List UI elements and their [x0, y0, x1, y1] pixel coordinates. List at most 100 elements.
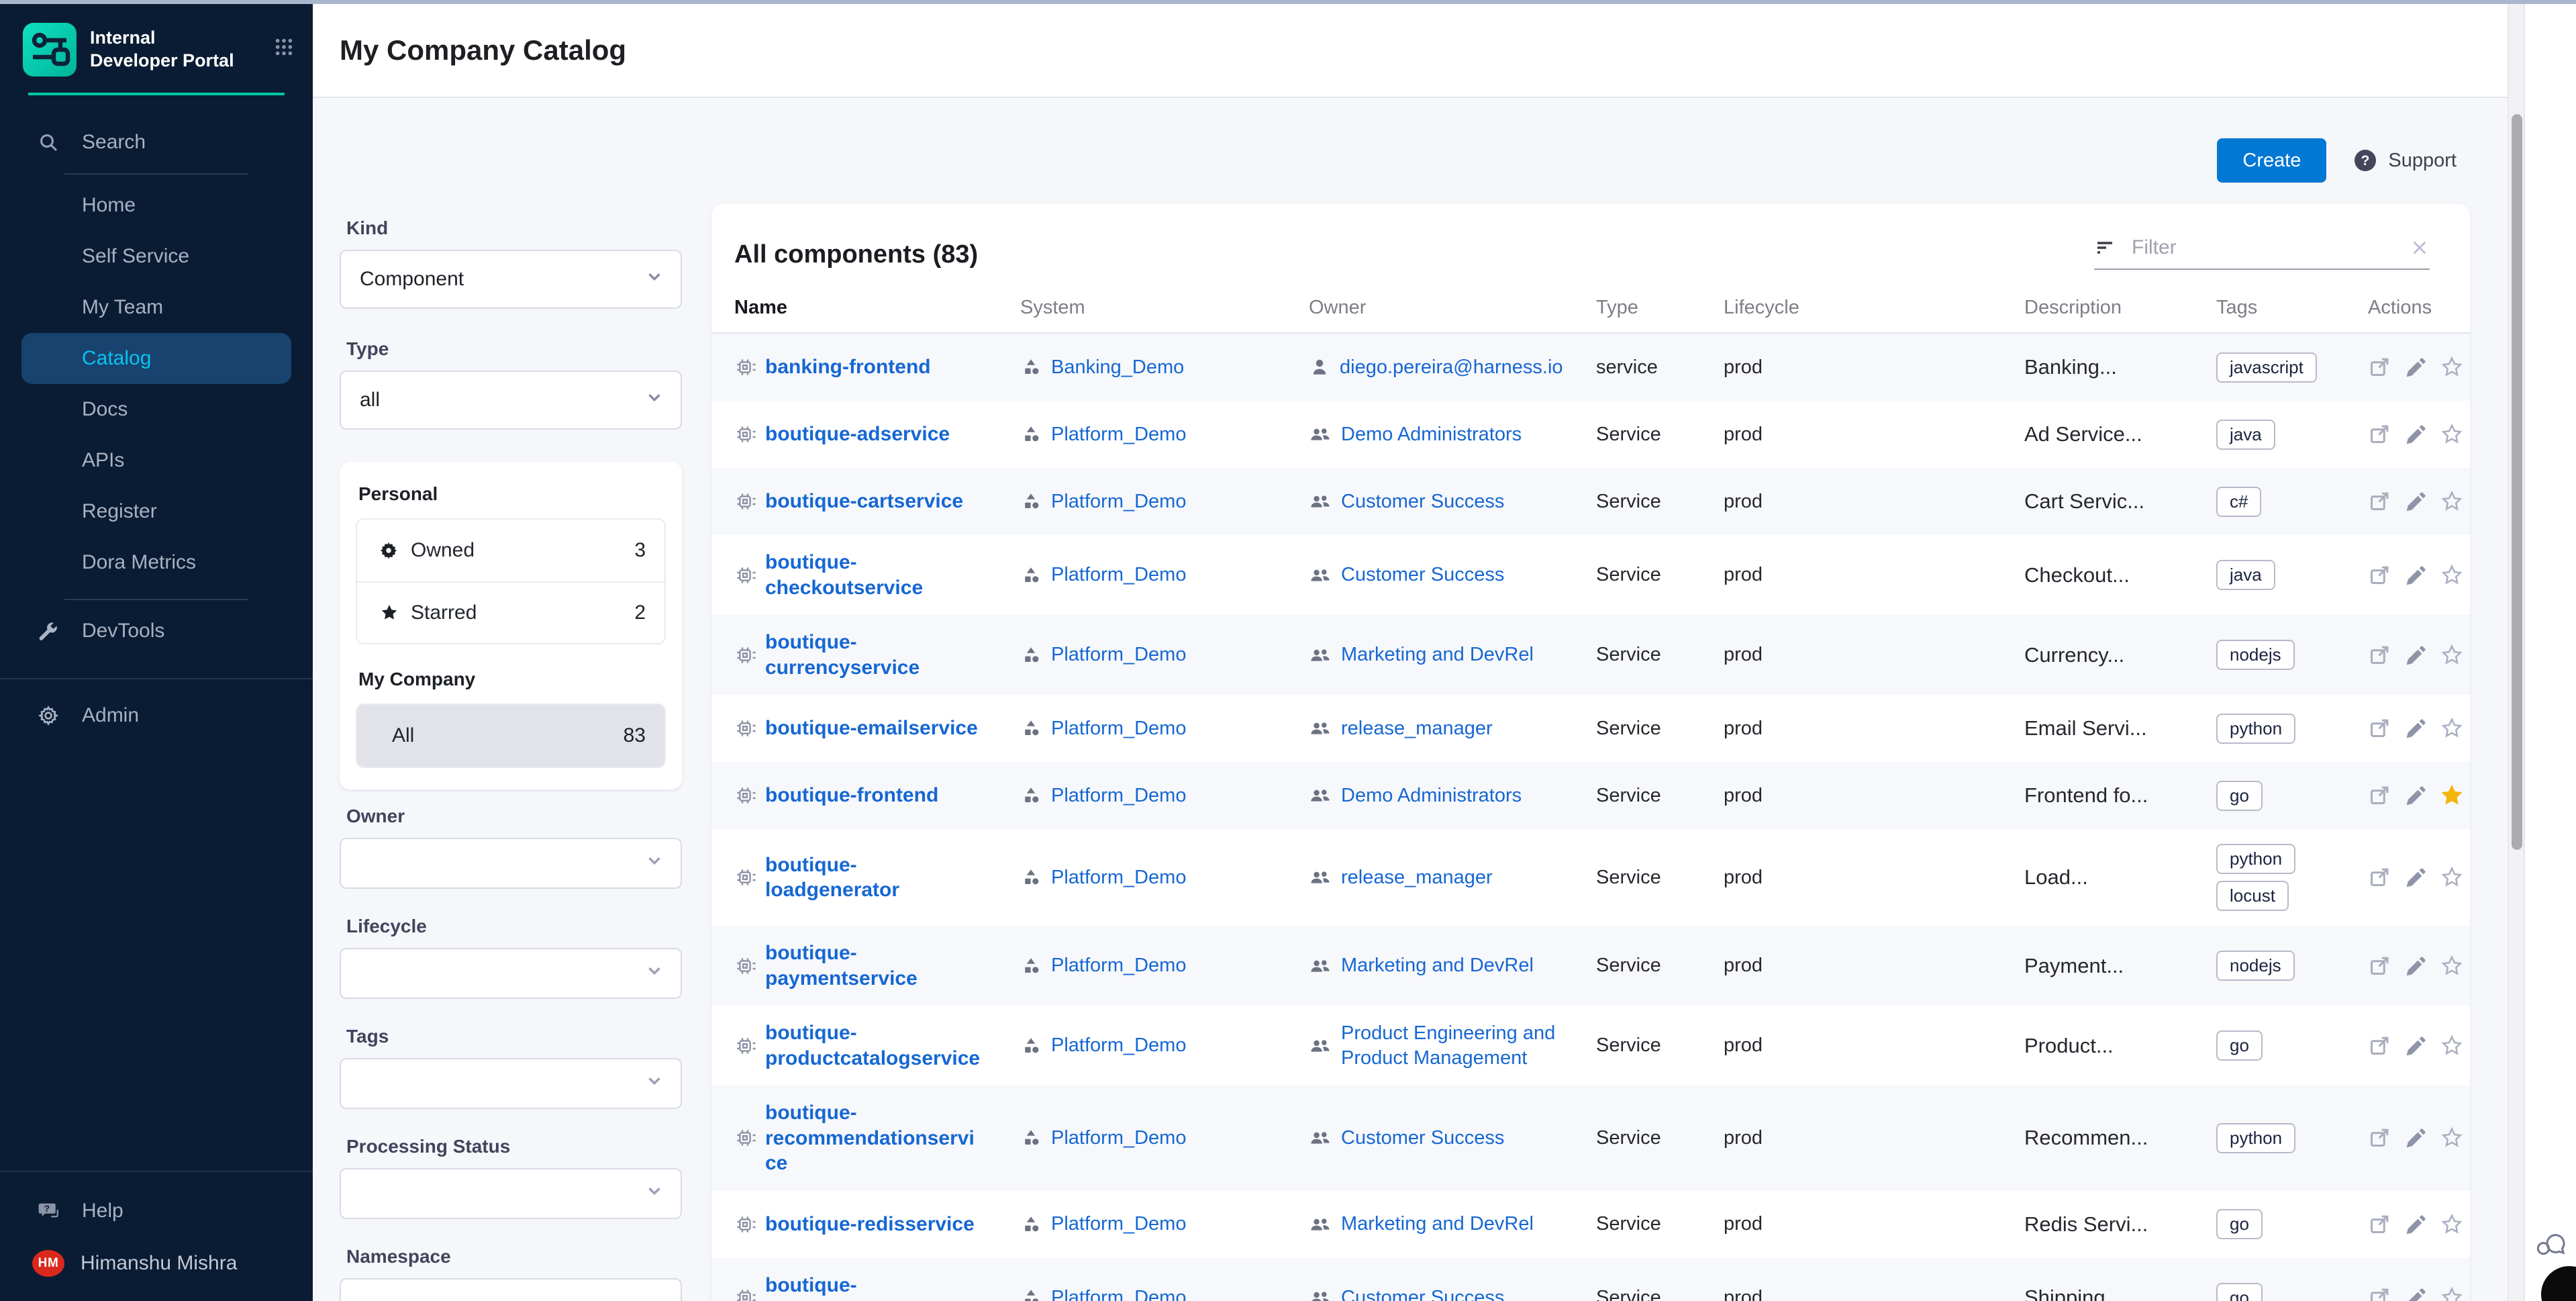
system-link[interactable]: Platform_Demo: [1051, 1286, 1187, 1301]
owner-link[interactable]: Marketing and DevRel: [1341, 1213, 1534, 1235]
table-row[interactable]: boutique-shippingservice Platform_Demo Cus…: [711, 1257, 2470, 1301]
star-icon[interactable]: [2439, 1285, 2465, 1301]
sidebar-item-dora-metrics[interactable]: Dora Metrics: [0, 537, 313, 588]
tags-select[interactable]: [340, 1058, 682, 1109]
table-row[interactable]: boutique-currencyservice Platform_Demo Mar…: [711, 615, 2470, 695]
owner-link[interactable]: Customer Success: [1341, 1127, 1505, 1149]
open-in-new-icon[interactable]: [2368, 564, 2391, 587]
table-row[interactable]: boutique-cartservice Platform_Demo Custome…: [711, 468, 2470, 535]
open-in-new-icon[interactable]: [2368, 955, 2391, 977]
system-link[interactable]: Platform_Demo: [1051, 1034, 1187, 1057]
owner-link[interactable]: Product Engineering and Product Manageme…: [1341, 1022, 1556, 1069]
open-in-new-icon[interactable]: [2368, 356, 2391, 379]
component-link[interactable]: boutique-adservice: [765, 423, 950, 446]
star-icon[interactable]: [2439, 563, 2465, 588]
edit-pencil-icon[interactable]: [2404, 1035, 2426, 1057]
sidebar-item-admin[interactable]: Admin: [0, 690, 313, 741]
owner-link[interactable]: Marketing and DevRel: [1341, 955, 1534, 977]
edit-pencil-icon[interactable]: [2404, 491, 2426, 512]
table-row[interactable]: boutique-adservice Platform_Demo Demo Admi…: [711, 401, 2470, 468]
owner-link[interactable]: release_manager: [1341, 717, 1493, 739]
sidebar-item-register[interactable]: Register: [0, 486, 313, 537]
edit-pencil-icon[interactable]: [2404, 644, 2426, 666]
owner-link[interactable]: Customer Success: [1341, 564, 1505, 586]
owned-filter[interactable]: Owned 3: [357, 520, 664, 581]
user-menu[interactable]: HM Himanshu Mishra: [0, 1250, 313, 1301]
system-link[interactable]: Platform_Demo: [1051, 1127, 1187, 1149]
open-in-new-icon[interactable]: [2368, 644, 2391, 667]
open-in-new-icon[interactable]: [2368, 717, 2391, 740]
edit-pencil-icon[interactable]: [2404, 718, 2426, 739]
star-icon[interactable]: [2439, 489, 2465, 514]
edit-pencil-icon[interactable]: [2404, 356, 2426, 378]
all-filter[interactable]: All 83: [357, 705, 664, 767]
open-in-new-icon[interactable]: [2368, 1034, 2391, 1057]
system-link[interactable]: Banking_Demo: [1051, 356, 1185, 378]
sidebar-item-home[interactable]: Home: [0, 180, 313, 231]
component-link[interactable]: boutique-redisservice: [765, 1212, 975, 1235]
column-header-name[interactable]: Name: [734, 297, 787, 318]
component-link[interactable]: boutique-paymentservice: [765, 942, 918, 990]
sidebar-item-devtools[interactable]: DevTools: [0, 606, 313, 657]
open-in-new-icon[interactable]: [2368, 1286, 2391, 1301]
owner-select[interactable]: [340, 838, 682, 889]
star-icon[interactable]: [2439, 716, 2465, 741]
table-row[interactable]: boutique-redisservice Platform_Demo Market…: [711, 1191, 2470, 1258]
component-link[interactable]: boutique-frontend: [765, 784, 939, 807]
star-icon[interactable]: [2439, 354, 2465, 380]
system-link[interactable]: Platform_Demo: [1051, 717, 1187, 739]
star-icon[interactable]: [2439, 1033, 2465, 1059]
system-link[interactable]: Platform_Demo: [1051, 423, 1187, 445]
lifecycle-select[interactable]: [340, 948, 682, 999]
edit-pencil-icon[interactable]: [2404, 1287, 2426, 1301]
component-link[interactable]: boutique-recommendationservice: [765, 1102, 975, 1174]
system-link[interactable]: Platform_Demo: [1051, 784, 1187, 806]
system-link[interactable]: Platform_Demo: [1051, 866, 1187, 888]
table-filter-field[interactable]: [2094, 236, 2430, 270]
kind-select[interactable]: Component: [340, 250, 682, 309]
owner-link[interactable]: Customer Success: [1341, 1286, 1505, 1301]
system-link[interactable]: Platform_Demo: [1051, 564, 1187, 586]
table-row[interactable]: boutique-loadgenerator Platform_Demo relea…: [711, 829, 2470, 926]
star-icon[interactable]: [2439, 642, 2465, 668]
sidebar-item-search[interactable]: Search: [0, 117, 313, 168]
star-icon[interactable]: [2439, 1125, 2465, 1151]
edit-pencil-icon[interactable]: [2404, 565, 2426, 586]
system-link[interactable]: Platform_Demo: [1051, 644, 1187, 666]
edit-pencil-icon[interactable]: [2404, 867, 2426, 888]
owner-link[interactable]: Demo Administrators: [1341, 784, 1522, 806]
sidebar-item-help[interactable]: ? Help: [0, 1186, 313, 1237]
star-icon[interactable]: [2439, 953, 2465, 979]
table-row[interactable]: banking-frontend Banking_Demo diego.pereir…: [711, 334, 2470, 401]
owner-link[interactable]: diego.pereira@harness.io: [1340, 356, 1563, 378]
edit-pencil-icon[interactable]: [2404, 424, 2426, 445]
starred-filter[interactable]: Starred 2: [357, 581, 664, 643]
edit-pencil-icon[interactable]: [2404, 1127, 2426, 1149]
support-button[interactable]: ? Support: [2353, 148, 2457, 173]
owner-link[interactable]: release_manager: [1341, 866, 1493, 888]
component-link[interactable]: boutique-emailservice: [765, 717, 978, 740]
table-row[interactable]: boutique-emailservice Platform_Demo releas…: [711, 695, 2470, 762]
star-icon[interactable]: [2439, 1212, 2465, 1237]
component-link[interactable]: boutique-loadgenerator: [765, 853, 900, 902]
component-link[interactable]: banking-frontend: [765, 356, 931, 379]
star-icon[interactable]: [2439, 422, 2465, 447]
scrollbar-thumb[interactable]: [2512, 114, 2522, 850]
table-filter-input[interactable]: [2132, 236, 2410, 259]
system-link[interactable]: Platform_Demo: [1051, 490, 1187, 512]
table-row[interactable]: boutique-checkoutservice Platform_Demo Cus…: [711, 535, 2470, 615]
system-link[interactable]: Platform_Demo: [1051, 1213, 1187, 1235]
open-in-new-icon[interactable]: [2368, 866, 2391, 889]
table-row[interactable]: boutique-productcatalogservice Platform_D…: [711, 1006, 2470, 1086]
clear-filter-icon[interactable]: [2410, 238, 2430, 258]
sidebar-item-docs[interactable]: Docs: [0, 384, 313, 435]
chat-feedback-icon[interactable]: [2534, 1227, 2567, 1263]
floating-action-button[interactable]: [2541, 1266, 2576, 1301]
component-link[interactable]: boutique-cartservice: [765, 490, 964, 513]
component-link[interactable]: boutique-productcatalogservice: [765, 1022, 981, 1069]
open-in-new-icon[interactable]: [2368, 784, 2391, 807]
app-switcher-grid-icon[interactable]: [274, 37, 294, 62]
star-icon[interactable]: [2439, 865, 2465, 890]
sidebar-item-self-service[interactable]: Self Service: [0, 231, 313, 282]
edit-pencil-icon[interactable]: [2404, 955, 2426, 977]
